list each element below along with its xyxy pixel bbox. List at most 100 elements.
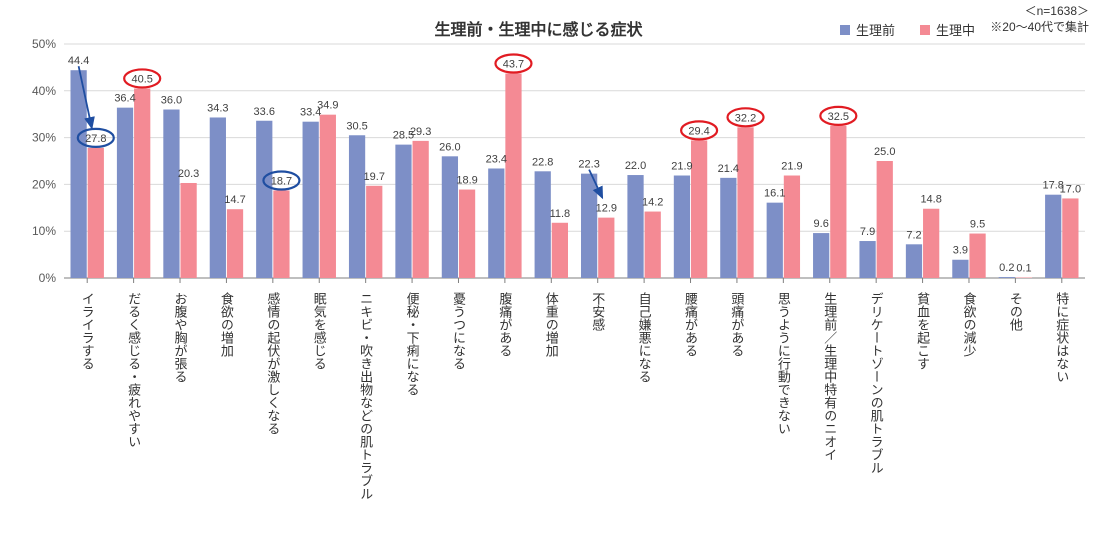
bar-during <box>366 186 382 278</box>
bar-before <box>349 135 365 278</box>
data-label: 18.9 <box>456 175 477 187</box>
category-label: 思うように行動できない <box>776 292 791 435</box>
bar-during <box>691 140 707 278</box>
data-label: 21.9 <box>781 161 802 173</box>
data-label: 0.2 <box>999 262 1014 274</box>
category-label: 自己嫌悪になる <box>637 292 652 383</box>
category-label: ニキビ・吹き出物などの肌トラブル <box>358 292 373 500</box>
category-label: 食欲の増加 <box>219 291 234 358</box>
bar-before <box>70 70 86 278</box>
data-label: 14.8 <box>920 194 941 206</box>
bar-during <box>1062 198 1078 278</box>
category-label: その他 <box>1008 292 1023 332</box>
bar-during <box>923 209 939 278</box>
bar-before <box>952 260 968 278</box>
data-label: 36.4 <box>114 93 135 105</box>
bar-during <box>969 234 985 278</box>
y-axis-label: 50% <box>32 37 56 51</box>
bar-before <box>395 145 411 278</box>
bar-before <box>999 277 1015 278</box>
bar-before <box>488 168 504 278</box>
data-label: 34.3 <box>207 102 228 114</box>
bar-during <box>552 223 568 278</box>
category-label: 憂うつになる <box>451 292 466 370</box>
data-label: 0.1 <box>1016 263 1031 275</box>
chart-meta-n: ＜n=1638＞ <box>1025 2 1089 19</box>
data-label: 9.5 <box>970 219 985 231</box>
category-label: お腹や胸が張る <box>173 292 188 383</box>
bar-during <box>459 190 475 278</box>
category-label: 特に症状はない <box>1054 292 1069 383</box>
data-label: 23.4 <box>486 153 507 165</box>
chart-svg: 0%10%20%30%40%50%44.436.436.034.333.633.… <box>0 0 1109 537</box>
data-label: 29.4 <box>688 125 709 137</box>
bar-before <box>535 171 551 278</box>
data-label: 26.0 <box>439 141 460 153</box>
bar-during <box>598 218 614 278</box>
y-axis-label: 30% <box>32 131 56 145</box>
y-axis-label: 20% <box>32 177 56 191</box>
legend-item-during: 生理中 <box>920 20 975 39</box>
chart-title: 生理前・生理中に感じる症状 <box>435 16 643 40</box>
y-axis-label: 0% <box>39 271 57 285</box>
data-label: 40.5 <box>131 73 152 85</box>
data-label: 22.8 <box>532 156 553 168</box>
bar-before <box>813 233 829 278</box>
data-label: 22.3 <box>578 159 599 171</box>
bar-before <box>720 178 736 278</box>
data-label: 21.9 <box>671 161 692 173</box>
bar-during <box>134 88 150 278</box>
bar-during <box>830 126 846 278</box>
data-label: 44.4 <box>68 55 89 67</box>
data-label: 21.4 <box>718 163 739 175</box>
bar-before <box>1045 195 1061 278</box>
data-label: 43.7 <box>503 58 524 70</box>
data-label: 32.2 <box>735 112 756 124</box>
data-label: 14.7 <box>224 194 245 206</box>
category-label: 腰痛がある <box>683 292 698 357</box>
category-label: 眠気を感じる <box>312 292 327 370</box>
category-label: 便秘・下痢になる <box>405 292 420 396</box>
bar-during <box>320 115 336 278</box>
data-label: 27.8 <box>85 133 106 145</box>
category-label: 不安感 <box>590 292 605 331</box>
bar-before <box>581 174 597 278</box>
bar-before <box>117 108 133 278</box>
bar-during <box>737 127 753 278</box>
bar-before <box>163 110 179 278</box>
data-label: 7.9 <box>860 226 875 238</box>
data-label: 20.3 <box>178 168 199 180</box>
data-label: 7.2 <box>906 229 921 241</box>
chart-container: 生理前・生理中に感じる症状 ＜n=1638＞ ※20〜40代で集計 生理前 生理… <box>0 0 1109 537</box>
legend-label-during: 生理中 <box>936 20 975 39</box>
category-label: 食欲の減少 <box>961 291 976 357</box>
data-label: 16.1 <box>764 188 785 200</box>
bar-during <box>877 161 893 278</box>
data-label: 17.0 <box>1060 183 1081 195</box>
chart-meta-note: ※20〜40代で集計 <box>990 18 1089 35</box>
data-label: 25.0 <box>874 146 895 158</box>
data-label: 22.0 <box>625 160 646 172</box>
data-label: 30.5 <box>346 120 367 132</box>
category-label: 貧血を起こす <box>915 292 930 370</box>
data-label: 19.7 <box>364 171 385 183</box>
bar-before <box>627 175 643 278</box>
bar-during <box>413 141 429 278</box>
data-label: 29.3 <box>410 126 431 138</box>
data-label: 12.9 <box>596 203 617 215</box>
bar-during <box>273 190 289 278</box>
data-label: 11.8 <box>550 208 571 220</box>
bar-during <box>88 148 104 278</box>
legend-swatch-before <box>840 25 850 35</box>
data-label: 18.7 <box>271 175 292 187</box>
bar-before <box>303 122 319 278</box>
bar-before <box>859 241 875 278</box>
bar-during <box>505 73 521 278</box>
bar-before <box>674 176 690 278</box>
bar-before <box>767 203 783 278</box>
data-label: 14.2 <box>642 197 663 209</box>
data-label: 34.9 <box>317 100 338 112</box>
category-label: 頭痛がある <box>729 292 744 357</box>
category-label: 生理前／生理中特有のニオイ <box>822 292 837 461</box>
category-label: だるく感じる・疲れやすい <box>126 292 141 448</box>
